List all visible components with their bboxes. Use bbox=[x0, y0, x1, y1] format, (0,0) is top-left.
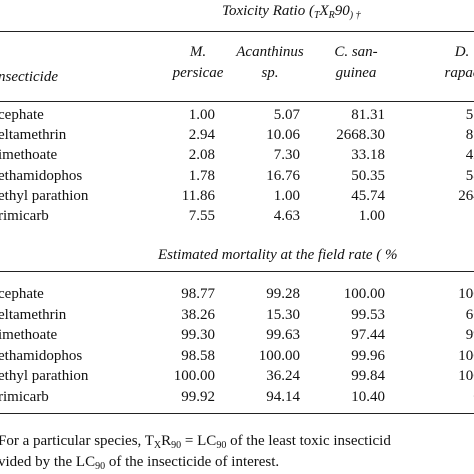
cell: 81.31 bbox=[351, 107, 385, 123]
row-label: rimicarb bbox=[0, 208, 49, 224]
cell: 1.00 bbox=[358, 208, 385, 224]
cell: 7.55 bbox=[188, 208, 215, 224]
cell: 94.14 bbox=[266, 389, 300, 405]
cell: 2.08 bbox=[188, 147, 215, 164]
cell: 99.84 bbox=[351, 368, 385, 385]
row-label: cephate bbox=[0, 286, 44, 302]
cell: 98.58 bbox=[181, 347, 215, 364]
text-segment: X bbox=[153, 440, 162, 451]
cell: 58.5 bbox=[465, 167, 474, 184]
cell: 5.07 bbox=[273, 107, 300, 123]
table-title: Toxicity Ratio (TXR90) † bbox=[222, 2, 361, 21]
cell: 99.53 bbox=[351, 306, 385, 323]
cell: 1.78 bbox=[188, 167, 215, 184]
row-label: imethoate bbox=[0, 147, 58, 164]
rule bbox=[0, 101, 474, 102]
cell: 99.63 bbox=[266, 327, 300, 344]
cell: 42.0 bbox=[465, 147, 474, 164]
text-segment: ) † bbox=[349, 10, 361, 21]
cell: 15.30 bbox=[266, 306, 300, 323]
cell: 2.94 bbox=[188, 127, 215, 144]
cell: 100.0 bbox=[458, 368, 474, 385]
row-label: ethyl parathion bbox=[0, 187, 89, 204]
cell: 33.18 bbox=[351, 147, 385, 164]
column-header: guinea bbox=[335, 65, 377, 81]
rule bbox=[0, 31, 474, 32]
column-header: persicae bbox=[172, 65, 224, 81]
footnote: vided by the LC90 of the insecticide of … bbox=[0, 453, 280, 472]
text-segment: 90 bbox=[171, 440, 182, 451]
cell: 11.86 bbox=[181, 187, 215, 204]
text-segment: vided by the LC bbox=[0, 454, 96, 470]
text-segment: For a particular species, T bbox=[0, 433, 154, 449]
cell: 10.06 bbox=[266, 127, 300, 144]
cell: 99.0 bbox=[465, 327, 474, 344]
cell: 100.00 bbox=[258, 347, 300, 364]
column-header: sp. bbox=[261, 65, 279, 81]
row-label: rimicarb bbox=[0, 389, 49, 405]
cell: 99.28 bbox=[266, 286, 300, 302]
cell: 100.00 bbox=[173, 368, 215, 385]
row-label: ethamidophos bbox=[0, 167, 83, 184]
text-segment: T bbox=[313, 10, 320, 21]
row-label: eltamethrin bbox=[0, 306, 67, 323]
cell: 38.26 bbox=[181, 306, 215, 323]
cell: 98.77 bbox=[181, 286, 215, 302]
column-header: M. bbox=[189, 44, 207, 60]
text-segment: 90 bbox=[216, 440, 227, 451]
column-header: C. san- bbox=[334, 44, 378, 60]
column-header: rapae bbox=[444, 65, 474, 81]
cell: 100.00 bbox=[343, 286, 385, 302]
cell: 97.44 bbox=[351, 327, 385, 344]
text-segment: 90 bbox=[95, 461, 106, 472]
row-label: ethamidophos bbox=[0, 347, 83, 364]
cell: 1.00 bbox=[188, 107, 215, 123]
cell: 264.8 bbox=[458, 187, 474, 204]
row-label: eltamethrin bbox=[0, 127, 67, 144]
row-label: ethyl parathion bbox=[0, 368, 89, 385]
text-segment: Toxicity Ratio ( bbox=[222, 3, 314, 19]
column-header: nsecticide bbox=[0, 69, 58, 85]
column-header: Acanthinus bbox=[236, 44, 304, 60]
cell: 45.74 bbox=[351, 187, 385, 204]
cell: 16.76 bbox=[266, 167, 300, 184]
cell: 4.63 bbox=[273, 208, 300, 224]
cell: 87.2 bbox=[465, 127, 474, 144]
rule bbox=[0, 413, 474, 414]
cell: 10.40 bbox=[351, 389, 385, 405]
cell: 2668.30 bbox=[336, 127, 385, 144]
text-segment: 90 bbox=[334, 3, 350, 19]
rule bbox=[0, 271, 474, 272]
cell: 7.30 bbox=[273, 147, 300, 164]
text-segment: X bbox=[319, 3, 329, 19]
text-segment: of the least toxic insecticid bbox=[226, 433, 391, 449]
column-header: D. bbox=[454, 44, 470, 60]
text-segment: = LC bbox=[181, 433, 217, 449]
cell: 53.3 bbox=[465, 107, 474, 123]
text-segment: of the insecticide of interest. bbox=[105, 454, 280, 470]
cell: 36.24 bbox=[266, 368, 300, 385]
cell: 99.92 bbox=[181, 389, 215, 405]
cell: 99.30 bbox=[181, 327, 215, 344]
cell: 66.5 bbox=[465, 306, 474, 323]
text-segment: R bbox=[328, 10, 335, 21]
cell: 50.35 bbox=[351, 167, 385, 184]
cell: 100.0 bbox=[458, 286, 474, 302]
cell: 100.0 bbox=[458, 347, 474, 364]
text-segment: R bbox=[161, 433, 172, 449]
cell: 1.00 bbox=[273, 187, 300, 204]
row-label: cephate bbox=[0, 107, 44, 123]
footnote: For a particular species, TXR90 = LC90 o… bbox=[0, 432, 391, 451]
cell: 99.96 bbox=[351, 347, 385, 364]
row-label: imethoate bbox=[0, 327, 58, 344]
section-title: Estimated mortality at the field rate ( … bbox=[158, 247, 398, 263]
